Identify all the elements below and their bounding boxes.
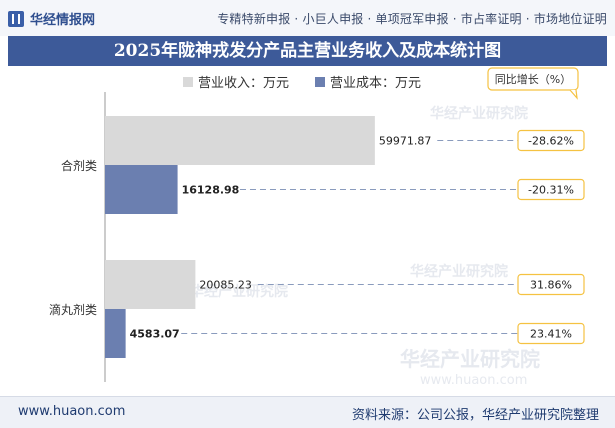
growth-header: 同比增长（%） <box>487 67 579 100</box>
logo-icon <box>8 10 24 27</box>
category-label: 合剂类 <box>61 158 97 173</box>
category-label: 滴丸剂类 <box>49 302 97 317</box>
growth-box <box>517 322 585 345</box>
cost-value-label: 16128.98 <box>182 184 240 197</box>
revenue-bar <box>105 260 196 309</box>
growth-box <box>517 273 585 296</box>
legend: 营业收入：万元 营业成本：万元 <box>183 76 421 91</box>
legend-label-2: 营业成本：万元 <box>330 76 421 91</box>
growth-box <box>517 129 585 152</box>
logo-text: 华经情报网 <box>30 13 96 28</box>
growth-header-pointer <box>569 89 578 100</box>
chart-area: 华经产业研究院华经产业研究院华经产业研究院华经产业研究院www.huaon.co… <box>49 67 585 388</box>
legend-swatch-2 <box>315 77 325 87</box>
footer-website[interactable]: www.huaon.com <box>18 404 126 419</box>
legend-swatch-1 <box>183 77 193 87</box>
footer-source: 资料来源：公司公报，华经产业研究院整理 <box>351 408 599 423</box>
watermark-group: 华经产业研究院华经产业研究院华经产业研究院华经产业研究院www.huaon.co… <box>190 105 540 388</box>
growth-value-label: -28.62% <box>528 135 574 148</box>
watermark-url: www.huaon.com <box>420 373 527 388</box>
growth-value-label: 31.86% <box>530 279 572 292</box>
growth-header-label: 同比增长（%） <box>495 72 571 86</box>
top-bar: 华经情报网 专精特新申报 · 小巨人申报 · 单项冠军申报 · 市占率证明 · … <box>0 0 615 36</box>
watermark-text: 华经产业研究院 <box>430 105 528 122</box>
revenue-value-label: 20085.23 <box>199 279 252 292</box>
revenue-value-label: 59971.87 <box>379 135 432 148</box>
watermark-text: 华经产业研究院 <box>400 347 540 371</box>
chart-title: 2025年陇神戎发分产品主营业务收入及成本统计图 <box>8 36 607 66</box>
growth-value-label: -20.31% <box>528 184 574 197</box>
logo[interactable]: 华经情报网 <box>8 9 95 28</box>
growth-header-box <box>487 67 579 91</box>
service-tags: 专精特新申报 · 小巨人申报 · 单项冠军申报 · 市占率证明 · 市场地位证明 <box>217 12 607 26</box>
legend-label-1: 营业收入：万元 <box>198 76 289 91</box>
footer: www.huaon.com 资料来源：公司公报，华经产业研究院整理 <box>0 396 615 428</box>
cost-value-label: 4583.07 <box>130 328 180 341</box>
revenue-bar <box>105 116 375 165</box>
watermark-text: 华经产业研究院 <box>410 263 508 280</box>
growth-box <box>517 178 585 201</box>
plot-area: 合剂类 59971.87 -28.62% 16128.98 -20.31% 滴丸剂类 200… <box>49 92 585 382</box>
cost-bar <box>105 309 126 358</box>
cost-bar <box>105 165 178 214</box>
growth-value-label: 23.41% <box>530 328 572 341</box>
watermark-text: 华经产业研究院 <box>190 283 288 300</box>
